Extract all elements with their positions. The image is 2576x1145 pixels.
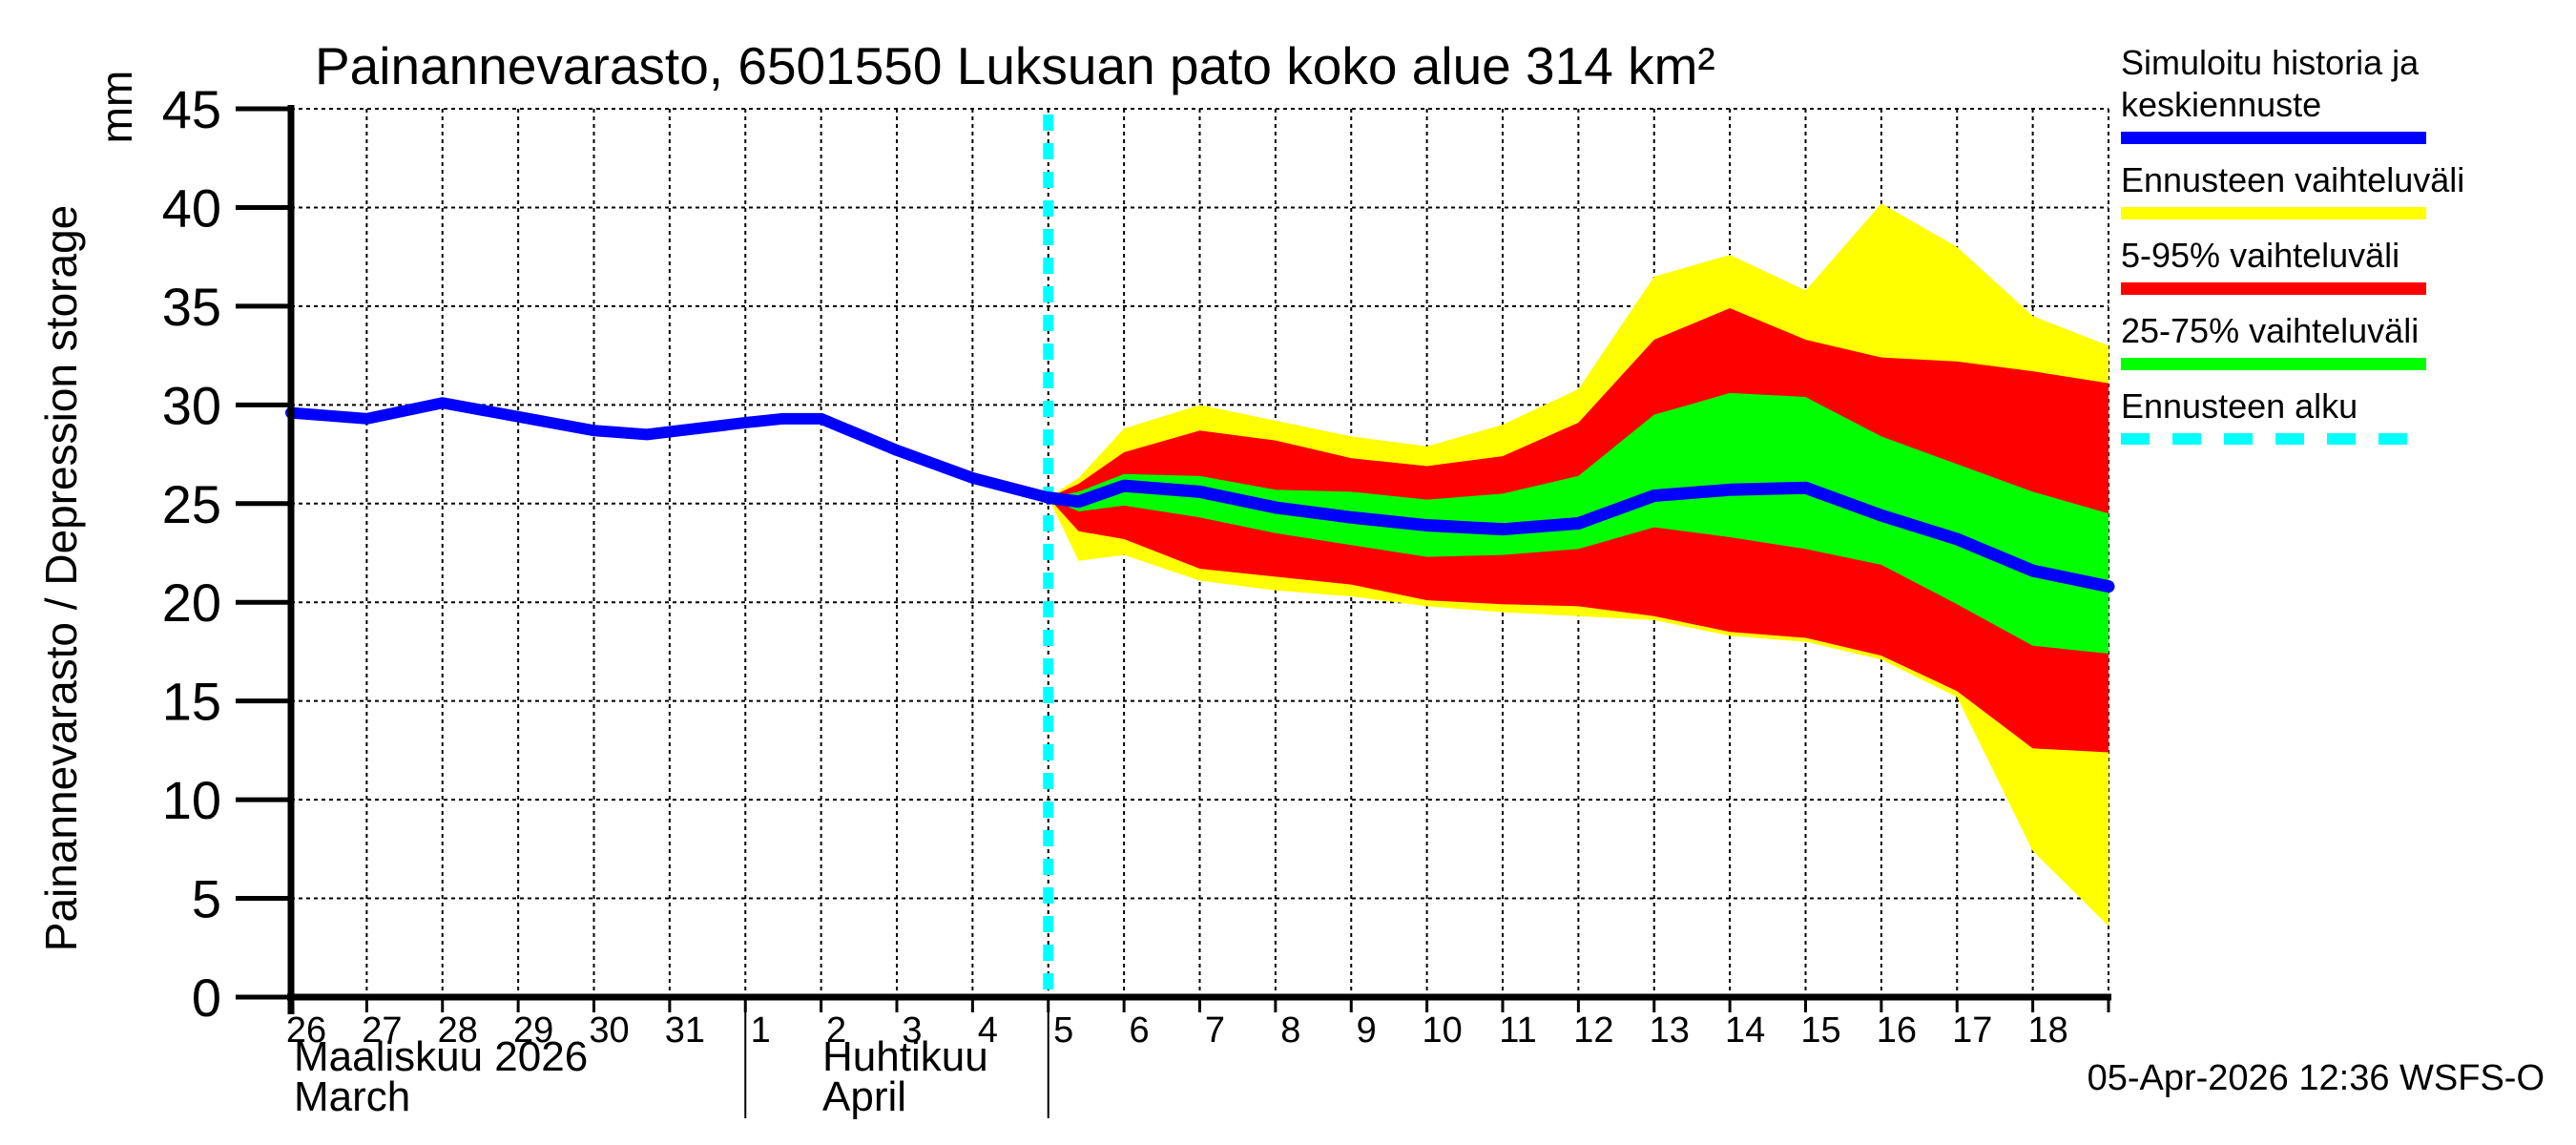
- month-label-march-fi: Maaliskuu 2026: [294, 1033, 588, 1080]
- x-tick-label: 6: [1130, 1010, 1150, 1051]
- y-tick-labels: 0 5 10 15 20 25 30 35 40 45: [162, 79, 221, 1028]
- y-axis-label: Painannevarasto / Depression storage: [36, 205, 86, 951]
- legend-item-25-75: 25-75% vaihteluväli: [2121, 310, 2550, 370]
- x-tick-label: 8: [1280, 1010, 1300, 1051]
- legend-label-history: Simuloitu historia ja keskiennuste: [2121, 43, 2420, 124]
- legend-label-forecast-range: Ennusteen vaihteluväli: [2121, 160, 2465, 199]
- legend-item-history: Simuloitu historia ja keskiennuste: [2121, 42, 2550, 144]
- y-tick-label: 30: [162, 375, 221, 435]
- timestamp: 05-Apr-2026 12:36 WSFS-O: [2088, 1058, 2545, 1098]
- y-tick-label: 0: [192, 968, 221, 1028]
- x-tick-label: 1: [751, 1010, 771, 1051]
- x-tick-labels: 26 27 28 29 30 31 1 2 3 4 5 6 7 8 9 10 11 12 13 14 15 16 17 18: [286, 1010, 2068, 1051]
- x-tick-label: 27: [362, 1010, 402, 1051]
- month-label-march-en: March: [294, 1073, 410, 1120]
- x-tick-label: 11: [1499, 1010, 1536, 1051]
- y-tick-label: 15: [162, 672, 221, 732]
- legend-item-5-95: 5-95% vaihteluväli: [2121, 235, 2550, 295]
- x-tick-label: 7: [1205, 1010, 1225, 1051]
- legend-swatch-5-95: [2121, 282, 2426, 295]
- x-tick-label: 17: [1952, 1010, 1992, 1051]
- month-label-april-en: April: [822, 1073, 906, 1120]
- legend-item-forecast-start: Ennusteen alku: [2121, 385, 2550, 445]
- y-axis-unit-label: mm: [92, 71, 141, 144]
- legend: Simuloitu historia ja keskiennuste Ennus…: [2121, 42, 2550, 460]
- x-tick-label: 5: [1053, 1010, 1073, 1051]
- x-tick-label: 12: [1573, 1010, 1613, 1051]
- forecast-bands: [1048, 203, 2109, 926]
- x-tick-label: 28: [438, 1010, 478, 1051]
- legend-swatch-history-line: [2121, 132, 2426, 144]
- legend-swatch-25-75: [2121, 358, 2426, 370]
- x-tick-label: 15: [1800, 1010, 1840, 1051]
- legend-swatch-forecast-range: [2121, 207, 2426, 219]
- legend-label-25-75: 25-75% vaihteluväli: [2121, 311, 2420, 350]
- x-tick-label: 13: [1650, 1010, 1690, 1051]
- x-tick-label: 30: [589, 1010, 629, 1051]
- x-tick-label: 18: [2027, 1010, 2067, 1051]
- legend-item-forecast-range: Ennusteen vaihteluväli: [2121, 159, 2550, 219]
- y-tick-label: 20: [162, 572, 221, 633]
- x-tick-label: 26: [286, 1010, 326, 1051]
- y-tick-label: 5: [192, 869, 221, 929]
- x-tick-label: 14: [1725, 1010, 1765, 1051]
- y-tick-label: 25: [162, 474, 221, 534]
- legend-swatch-forecast-start-dashed: [2121, 433, 2426, 445]
- month-label-april-fi: Huhtikuu: [822, 1033, 988, 1080]
- x-tick-label: 31: [665, 1010, 705, 1051]
- x-tick-label: 16: [1877, 1010, 1917, 1051]
- x-tick-label: 29: [513, 1010, 553, 1051]
- y-tick-label: 35: [162, 277, 221, 337]
- x-tick-label: 10: [1422, 1010, 1462, 1051]
- forecast-median-line: [1042, 479, 2115, 593]
- x-tick-label: 9: [1357, 1010, 1377, 1051]
- axes-and-ticks: [236, 105, 2111, 1118]
- legend-label-forecast-start: Ennusteen alku: [2121, 386, 2358, 426]
- x-tick-label: 2: [826, 1010, 846, 1051]
- x-tick-label: 4: [978, 1010, 998, 1051]
- y-tick-label: 10: [162, 770, 221, 830]
- history-line: [285, 397, 1054, 504]
- legend-label-5-95: 5-95% vaihteluväli: [2121, 236, 2400, 275]
- x-tick-label: 3: [902, 1010, 922, 1051]
- y-tick-label: 40: [162, 177, 221, 238]
- chart-title: Painannevarasto, 6501550 Luksuan pato ko…: [315, 36, 1715, 95]
- y-tick-label: 45: [162, 79, 221, 139]
- series-lines: [285, 397, 2115, 593]
